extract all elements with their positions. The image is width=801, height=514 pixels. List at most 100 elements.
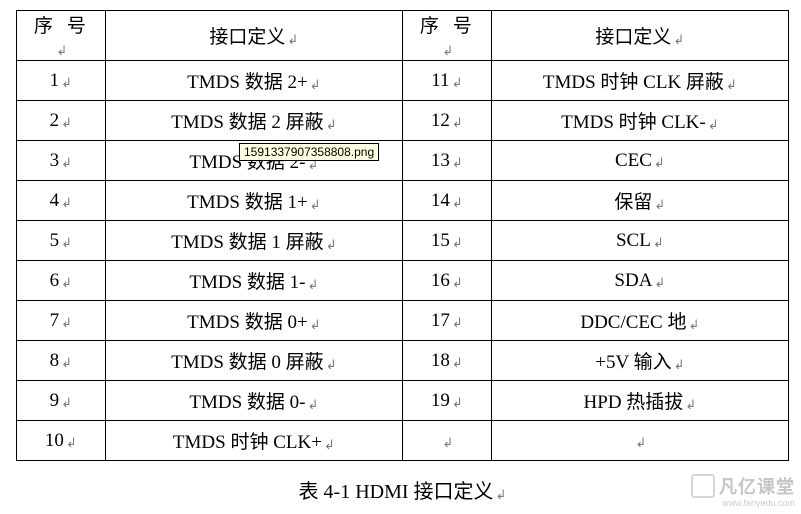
col-def-1: 接口定义↲ [105, 11, 402, 61]
table-row: 9↲TMDS 数据 0-↲19↲HPD 热插拔↲ [17, 381, 789, 421]
cell-def: CEC↲ [491, 141, 788, 181]
cell-def: TMDS 数据 0 屏蔽↲ [105, 341, 402, 381]
cell-seq: 6↲ [17, 261, 106, 301]
return-mark-icon: ↲ [307, 157, 318, 173]
cell-seq: 15↲ [402, 221, 491, 261]
return-mark-icon: ↲ [685, 397, 696, 413]
col-seq-1: 序号 ↲ [17, 11, 106, 61]
return-mark-icon: ↲ [61, 155, 72, 171]
table-header-row: 序号 ↲ 接口定义↲ 序号 ↲ 接口定义↲ [17, 11, 789, 61]
cell-seq: 18↲ [402, 341, 491, 381]
return-mark-icon: ↲ [654, 155, 665, 171]
cell-seq: 17↲ [402, 301, 491, 341]
return-mark-icon: ↲ [452, 355, 463, 371]
table-row: 2↲TMDS 数据 2 屏蔽↲12↲TMDS 时钟 CLK-↲ [17, 101, 789, 141]
cell-seq: 4↲ [17, 181, 106, 221]
return-mark-icon: ↲ [452, 235, 463, 251]
cell-seq: 8↲ [17, 341, 106, 381]
cell-def: ↲ [491, 421, 788, 461]
return-mark-icon: ↲ [496, 487, 507, 503]
return-mark-icon: ↲ [307, 277, 318, 293]
return-mark-icon: ↲ [326, 117, 337, 133]
table-body: 1↲TMDS 数据 2+↲11↲TMDS 时钟 CLK 屏蔽↲2↲TMDS 数据… [17, 61, 789, 461]
return-mark-icon: ↲ [310, 317, 321, 333]
return-mark-icon: ↲ [708, 117, 719, 133]
return-mark-icon: ↲ [324, 437, 335, 453]
return-mark-icon: ↲ [452, 315, 463, 331]
return-mark-icon: ↲ [653, 235, 664, 251]
table-row: 4↲TMDS 数据 1+↲14↲保留↲ [17, 181, 789, 221]
cell-seq: ↲ [402, 421, 491, 461]
cell-seq: 12↲ [402, 101, 491, 141]
return-mark-icon: ↲ [726, 77, 737, 93]
return-mark-icon: ↲ [442, 43, 453, 59]
cell-def: TMDS 数据 0-↲ [105, 381, 402, 421]
return-mark-icon: ↲ [61, 195, 72, 211]
cell-seq: 10↲ [17, 421, 106, 461]
return-mark-icon: ↲ [674, 357, 685, 373]
cell-def: TMDS 数据 1+↲ [105, 181, 402, 221]
table-caption: 表 4-1 HDMI 接口定义↲ [16, 475, 789, 504]
return-mark-icon: ↲ [56, 43, 67, 59]
return-mark-icon: ↲ [654, 197, 665, 213]
return-mark-icon: ↲ [688, 317, 699, 333]
return-mark-icon: ↲ [66, 435, 77, 451]
return-mark-icon: ↲ [61, 355, 72, 371]
header-seq-label-1: 序号 [22, 16, 100, 37]
return-mark-icon: ↲ [654, 275, 665, 291]
cell-seq: 9↲ [17, 381, 106, 421]
watermark-url: www.fanyedu.com [691, 498, 795, 508]
watermark: 凡亿课堂 www.fanyedu.com [691, 473, 795, 508]
return-mark-icon: ↲ [452, 195, 463, 211]
return-mark-icon: ↲ [326, 357, 337, 373]
cell-def: TMDS 时钟 CLK 屏蔽↲ [491, 61, 788, 101]
cell-seq: 1↲ [17, 61, 106, 101]
cell-def: TMDS 数据 1 屏蔽↲ [105, 221, 402, 261]
cell-seq: 5↲ [17, 221, 106, 261]
cell-seq: 13↲ [402, 141, 491, 181]
cell-seq: 16↲ [402, 261, 491, 301]
cell-def: TMDS 数据 1-↲ [105, 261, 402, 301]
table-row: 3↲TMDS 数据 2-↲13↲CEC↲ [17, 141, 789, 181]
cell-def: TMDS 数据 2-↲ [105, 141, 402, 181]
return-mark-icon: ↲ [310, 77, 321, 93]
return-mark-icon: ↲ [442, 435, 453, 451]
return-mark-icon: ↲ [452, 155, 463, 171]
watermark-brand: 凡亿课堂 [719, 477, 795, 497]
table-row: 1↲TMDS 数据 2+↲11↲TMDS 时钟 CLK 屏蔽↲ [17, 61, 789, 101]
cell-def: TMDS 时钟 CLK+↲ [105, 421, 402, 461]
page: 序号↲ 接口定义↲ 序号↲ 接口定义↲ 1↲TMDS 数据 2+↲11↲TMDS… [0, 0, 801, 514]
cell-seq: 19↲ [402, 381, 491, 421]
cell-def: +5V 输入↲ [491, 341, 788, 381]
return-mark-icon: ↲ [452, 395, 463, 411]
header-seq-label-2: 序号 [408, 16, 486, 37]
cell-def: DDC/CEC 地↲ [491, 301, 788, 341]
table-row: 5↲TMDS 数据 1 屏蔽↲15↲SCL↲ [17, 221, 789, 261]
col-seq-2: 序号 ↲ [402, 11, 491, 61]
cell-seq: 14↲ [402, 181, 491, 221]
table-row: 7↲TMDS 数据 0+↲17↲DDC/CEC 地↲ [17, 301, 789, 341]
return-mark-icon: ↲ [326, 237, 337, 253]
return-mark-icon: ↲ [61, 75, 72, 91]
cell-seq: 11↲ [402, 61, 491, 101]
cell-def: TMDS 时钟 CLK-↲ [491, 101, 788, 141]
watermark-logo-icon [691, 474, 715, 498]
pinout-table: 序号↲ 接口定义↲ 序号↲ 接口定义↲ 1↲TMDS 数据 2+↲11↲TMDS… [16, 10, 789, 461]
caption-text: 表 4-1 HDMI 接口定义 [299, 481, 494, 503]
return-mark-icon: ↲ [452, 115, 463, 131]
cell-def: TMDS 数据 0+↲ [105, 301, 402, 341]
return-mark-icon: ↲ [287, 32, 298, 48]
cell-def: TMDS 数据 2 屏蔽↲ [105, 101, 402, 141]
return-mark-icon: ↲ [673, 32, 684, 48]
cell-def: SDA↲ [491, 261, 788, 301]
table-row: 8↲TMDS 数据 0 屏蔽↲18↲+5V 输入↲ [17, 341, 789, 381]
return-mark-icon: ↲ [61, 275, 72, 291]
col-def-2: 接口定义↲ [491, 11, 788, 61]
cell-def: HPD 热插拔↲ [491, 381, 788, 421]
return-mark-icon: ↲ [452, 75, 463, 91]
cell-def: TMDS 数据 2+↲ [105, 61, 402, 101]
return-mark-icon: ↲ [635, 435, 646, 451]
return-mark-icon: ↲ [310, 197, 321, 213]
cell-seq: 3↲ [17, 141, 106, 181]
return-mark-icon: ↲ [307, 397, 318, 413]
